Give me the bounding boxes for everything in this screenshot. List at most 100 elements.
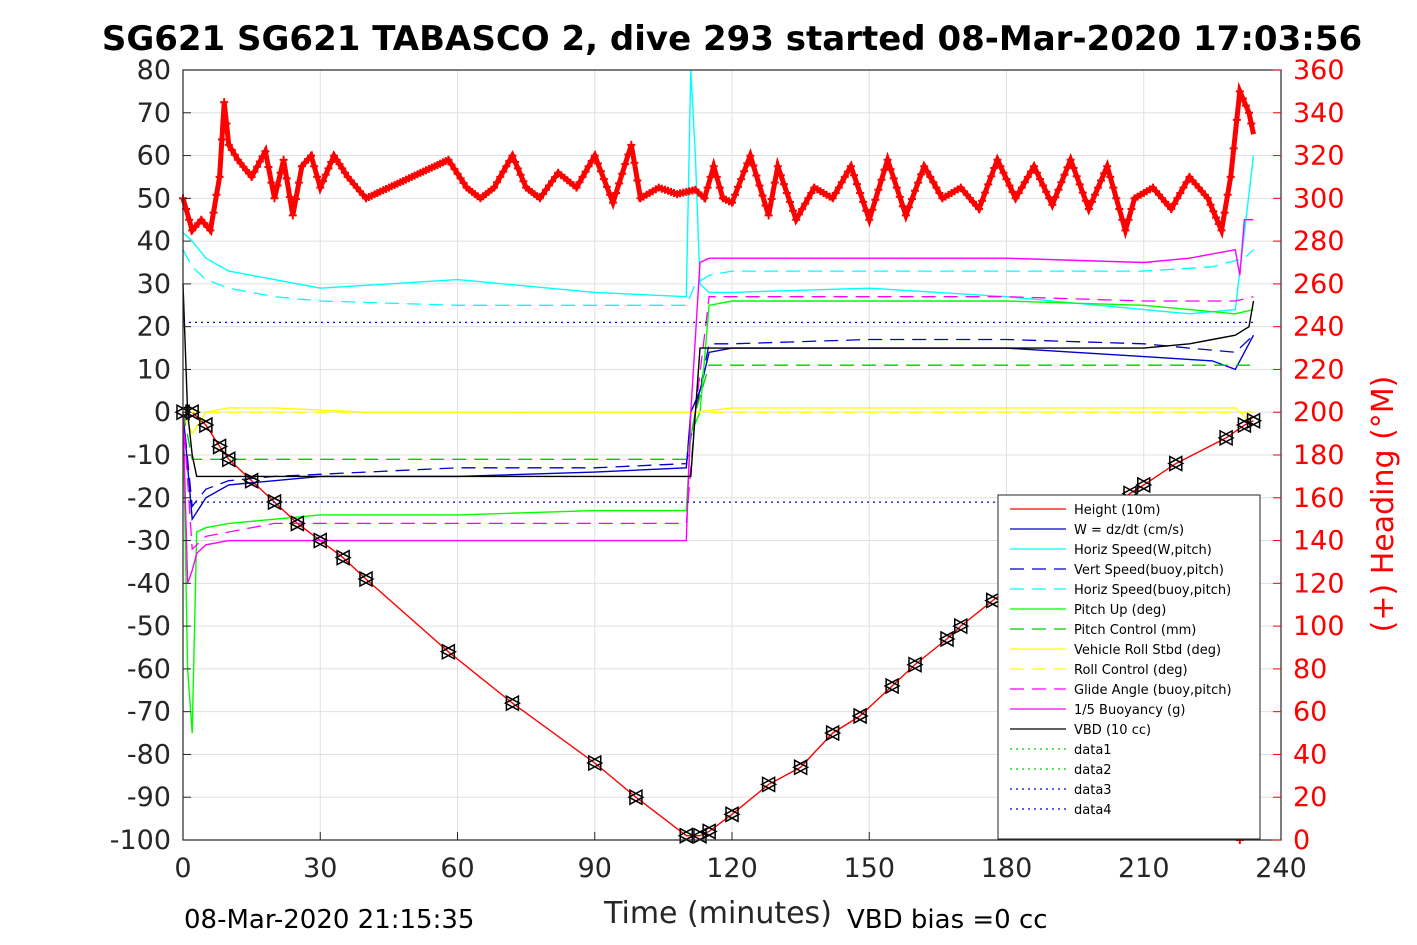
heading-point (453, 169, 462, 178)
heading-point (865, 215, 874, 224)
heading-point (627, 140, 636, 149)
heading-point (981, 188, 990, 197)
legend-label: Vert Speed(buoy,pitch) (1074, 563, 1224, 578)
heading-point (935, 189, 944, 197)
heading-point (1167, 205, 1176, 213)
y-right-tick-label: 260 (1293, 269, 1345, 300)
heading-point (874, 185, 883, 194)
heading-point (1057, 178, 1066, 187)
heading-point (1247, 119, 1256, 128)
y-right-tick-label: 100 (1293, 611, 1345, 642)
y-right-tick-label: 80 (1293, 654, 1327, 685)
heading-point (804, 194, 813, 203)
heading-point (602, 182, 611, 191)
y-right-tick-label: 300 (1293, 183, 1345, 214)
legend-label: Height (10m) (1074, 503, 1160, 518)
heading-point (330, 151, 338, 160)
heading-point (1182, 178, 1191, 187)
heading-series (179, 81, 1256, 844)
heading-point (584, 162, 593, 171)
y-tick-label: 30 (137, 269, 171, 300)
heading-point (728, 198, 736, 207)
x-tick-label: 210 (1118, 853, 1170, 884)
height-marker (503, 694, 520, 712)
height-marker (760, 776, 776, 793)
heading-point (1023, 172, 1032, 181)
legend-label: Pitch Up (deg) (1074, 603, 1166, 618)
heading-point (247, 172, 256, 181)
heading-point (253, 162, 262, 171)
y-tick-label: -70 (127, 697, 171, 728)
heading-point (734, 182, 743, 191)
heading-point (1170, 199, 1179, 208)
x-tick-label: 120 (706, 853, 758, 884)
heading-point (886, 165, 895, 174)
heading-point (1008, 187, 1017, 196)
heading-point (511, 158, 520, 166)
heading-point (279, 155, 288, 164)
height-marker (883, 677, 899, 695)
heading-point (1209, 207, 1218, 216)
heading-point (220, 98, 229, 107)
heading-point (892, 183, 901, 192)
heading-point (1042, 187, 1051, 196)
x-tick-label: 30 (303, 853, 337, 884)
heading-point (932, 183, 941, 192)
height-marker (1135, 476, 1151, 494)
heading-point (770, 178, 779, 187)
heading-point (217, 135, 226, 144)
heading-point (786, 197, 794, 206)
heading-point (1051, 193, 1060, 202)
heading-point (273, 181, 282, 190)
heading-point (764, 211, 773, 220)
height-marker (1167, 455, 1183, 472)
heading-point (746, 151, 755, 160)
heading-point (703, 183, 712, 192)
y-right-tick-label: 140 (1293, 526, 1345, 557)
heading-point (1011, 194, 1020, 203)
heading-point (712, 172, 721, 181)
heading-point (1214, 220, 1223, 228)
heading-point (889, 174, 898, 183)
y-right-tick-label: 120 (1293, 568, 1345, 599)
legend-label: VBD (10 cc) (1074, 723, 1151, 738)
heading-point (840, 172, 849, 181)
heading-point (773, 162, 782, 171)
heading-point (1091, 190, 1099, 199)
heading-point (316, 183, 325, 192)
heading-point (459, 179, 468, 187)
heading-point (496, 172, 505, 181)
height-marker (334, 549, 350, 566)
heading-point (327, 158, 336, 166)
y-axis-right-ticks: 3603403203002802602402202001801601401201… (1273, 55, 1345, 856)
heading-point (978, 196, 987, 205)
heading-point (1124, 215, 1133, 224)
heading-point (883, 155, 892, 164)
heading-point (548, 177, 557, 186)
heading-point (923, 167, 932, 176)
heading-point (1014, 189, 1023, 197)
heading-point (990, 164, 999, 172)
y-axis-left-ticks: 80 70 60 50 40 30 20 10 0 -10 -20 -30 -40 -50 -60 -70 -8… (110, 55, 191, 856)
heading-point (282, 174, 291, 183)
heading-point (578, 172, 587, 181)
y-right-tick-label: 40 (1293, 739, 1327, 770)
heading-point (587, 156, 596, 165)
heading-point (505, 156, 514, 165)
heading-point (1075, 180, 1084, 189)
heading-point (606, 190, 614, 199)
heading-point (630, 158, 639, 167)
y-tick-label: 10 (137, 354, 171, 385)
heading-point (776, 171, 785, 180)
heading-point (1245, 108, 1253, 117)
legend-label: Pitch Control (mm) (1074, 623, 1196, 638)
heading-point (493, 178, 502, 187)
series-1-5-buoyancy-g (182, 218, 1254, 584)
heading-point (715, 183, 724, 192)
height-marker (288, 515, 305, 532)
height-marker (197, 416, 213, 434)
heading-point (1084, 205, 1093, 213)
heading-point (1109, 183, 1118, 192)
heading-point (332, 155, 341, 164)
height-marker (1244, 412, 1261, 430)
